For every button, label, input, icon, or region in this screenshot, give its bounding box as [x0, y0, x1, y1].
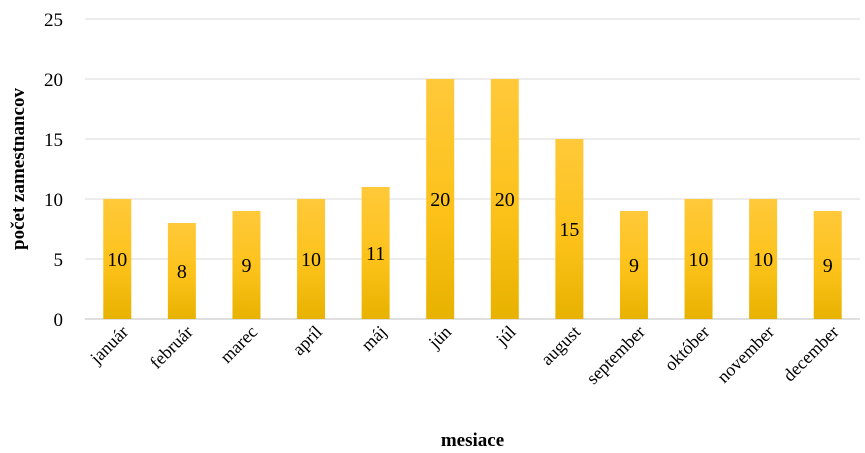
- bar: [167, 223, 196, 319]
- data-label: 20: [495, 189, 515, 211]
- bar: [103, 199, 132, 319]
- bar: [749, 199, 778, 319]
- bar: [490, 79, 519, 319]
- x-category-label: apríl: [288, 322, 325, 359]
- bar: [297, 199, 326, 319]
- bar: [361, 187, 390, 319]
- bar: [555, 139, 584, 319]
- data-labels: 10 8 9 10 11 20 20 15 9 10 10 9: [107, 189, 832, 283]
- x-category-label: máj: [357, 322, 390, 355]
- x-category-label: september: [582, 322, 648, 388]
- data-label: 9: [241, 255, 251, 277]
- data-label: 10: [107, 249, 127, 271]
- data-label: 9: [823, 255, 833, 277]
- y-tick-label: 10: [44, 190, 63, 211]
- data-label: 8: [177, 261, 187, 283]
- x-category-label: júl: [491, 322, 519, 350]
- bar: [813, 211, 842, 319]
- x-category-label: október: [660, 322, 713, 375]
- gridlines: [85, 18, 860, 320]
- data-label: 10: [689, 249, 709, 271]
- x-category-label: marec: [216, 322, 261, 367]
- y-tick-label: 0: [54, 310, 64, 331]
- bar: [619, 211, 648, 319]
- x-category-label: august: [537, 322, 584, 369]
- data-label: 9: [629, 255, 639, 277]
- x-category-label: december: [779, 322, 843, 386]
- data-label: 11: [366, 243, 385, 265]
- data-label: 10: [301, 249, 321, 271]
- x-category-label: február: [146, 322, 197, 373]
- data-label: 20: [430, 189, 450, 211]
- y-axis-title: počet zamestnancov: [8, 88, 29, 250]
- y-tick-label: 20: [44, 70, 63, 91]
- data-label: 10: [753, 249, 773, 271]
- y-tick-label: 25: [44, 10, 63, 31]
- bar: [684, 199, 713, 319]
- x-axis-categories: január február marec apríl máj jún júl augustse…: [85, 322, 842, 388]
- bars: [103, 79, 842, 319]
- x-axis-title: mesiace: [441, 430, 504, 451]
- y-tick-label: 5: [54, 250, 64, 271]
- bar: [426, 79, 455, 319]
- y-tick-label: 15: [44, 130, 63, 151]
- data-label: 15: [559, 219, 579, 241]
- bar: [232, 211, 261, 319]
- x-category-label: jún: [424, 322, 455, 353]
- x-category-label: január: [85, 322, 132, 369]
- x-category-label: november: [713, 322, 778, 387]
- y-axis-ticks: 0 5 10 15 20 25: [44, 10, 63, 331]
